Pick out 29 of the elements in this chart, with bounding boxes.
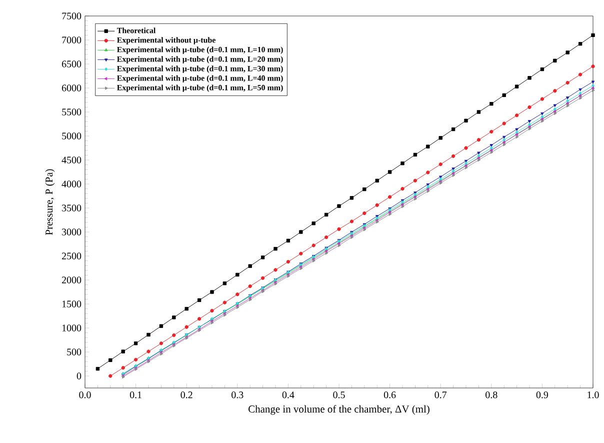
y-tick-label: 4500 <box>62 156 82 164</box>
x-tick-label: 1.0 <box>588 392 599 398</box>
y-tick-label: 1000 <box>62 324 82 332</box>
y-tick-label: 3000 <box>62 228 82 236</box>
y-tick-label: 2500 <box>62 252 82 260</box>
x-tick-label: 0.1 <box>130 392 142 398</box>
x-tick-label: 0.9 <box>536 392 548 398</box>
x-tick-label: 0.4 <box>282 392 294 398</box>
x-tick-label: 0.0 <box>79 392 91 398</box>
x-tick-label: 0.5 <box>333 392 345 398</box>
y-tick-label: 5500 <box>62 108 82 116</box>
y-tick-label: 6000 <box>62 84 82 92</box>
y-tick-label: 0 <box>76 372 82 380</box>
x-tick-label: 0.8 <box>486 392 498 398</box>
y-tick-label: 4000 <box>62 180 82 188</box>
y-tick-label: 3500 <box>62 204 82 212</box>
x-tick-label: 0.3 <box>232 392 244 398</box>
x-axis-title: Change in volume of the chamber, ΔV (ml) <box>248 405 430 415</box>
y-tick-label: 6500 <box>62 60 82 68</box>
x-tick-label: 0.7 <box>434 392 447 398</box>
y-tick-label: 500 <box>67 348 82 356</box>
y-tick-label: 1500 <box>62 300 82 308</box>
y-tick-label: 5000 <box>62 132 82 140</box>
y-tick-label: 7500 <box>62 12 82 20</box>
y-tick-label: 2000 <box>62 276 82 284</box>
x-tick-label: 0.2 <box>180 392 192 398</box>
y-axis-title: Pressure, P (Pa) <box>45 169 55 235</box>
y-tick-label: 7000 <box>62 36 82 44</box>
x-tick-label: 0.6 <box>384 392 396 398</box>
